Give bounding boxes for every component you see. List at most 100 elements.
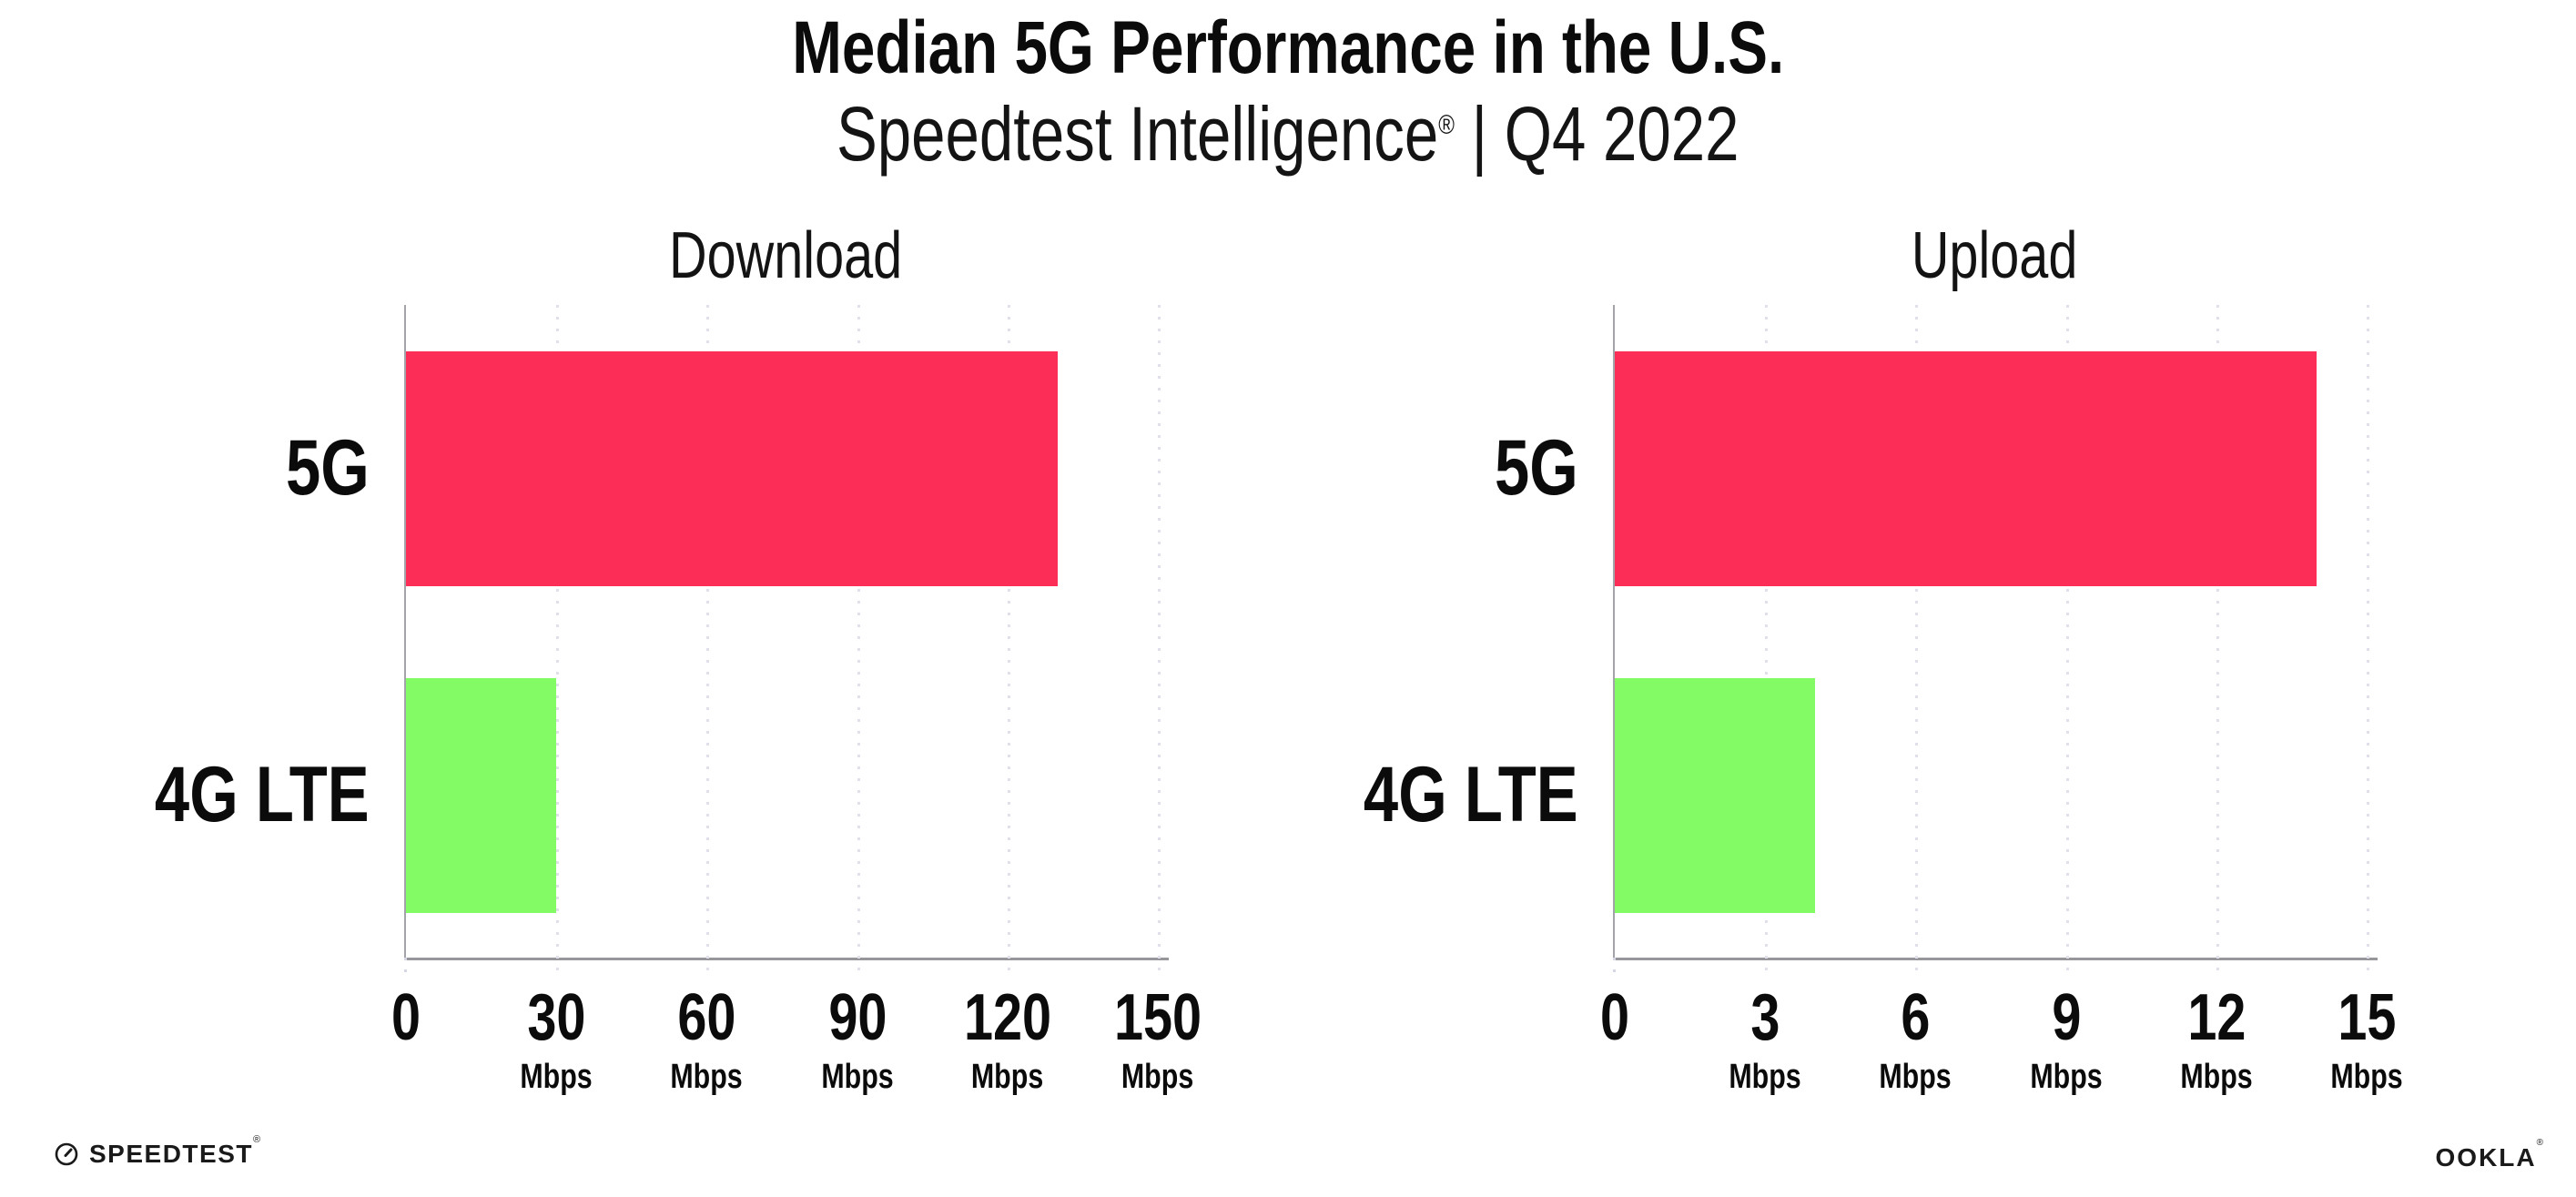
gridline-download-150 (1158, 305, 1161, 978)
category-label-4g-lte-upload: 4G LTE (1187, 756, 1578, 834)
page-title: Median 5G Performance in the U.S. (0, 6, 2576, 89)
xtick-download-120: 120 Mbps (953, 985, 1062, 1094)
xtick-value-text: 0 (390, 981, 421, 1054)
xtick-value: 0 (1597, 985, 1633, 1050)
category-label-text: 4G LTE (155, 751, 370, 838)
xtick-unit: Mbps (511, 1060, 601, 1094)
gridline-upload-9 (2066, 305, 2069, 978)
xtick-value-text: 120 (963, 981, 1052, 1054)
ookla-label: OOKLA (2435, 1143, 2537, 1172)
speedtest-label: SPEEDTEST (89, 1140, 253, 1168)
bar-5g-download (406, 351, 1058, 586)
xtick-unit-text: Mbps (1121, 1058, 1194, 1096)
category-label-text: 5G (286, 424, 370, 512)
xtick-unit-text: Mbps (1879, 1058, 1952, 1096)
category-label-text: 5G (1495, 424, 1578, 512)
xtick-download-30: 30 Mbps (511, 985, 601, 1094)
speedtest-registered-icon: ® (252, 1134, 262, 1145)
xtick-unit: Mbps (1870, 1060, 1960, 1094)
plot-area-upload: 5G 4G LTE 0 3 Mbps 6 Mbps 9 Mbps 12 Mbps 15 Mbps (1364, 305, 2403, 1094)
subtitle-brand: Speedtest Intelligence (837, 91, 1439, 177)
xtick-value: 9 (2021, 985, 2111, 1050)
page-subtitle-text: Speedtest Intelligence® | Q4 2022 (837, 94, 1739, 174)
page-subtitle: Speedtest Intelligence® | Q4 2022 (0, 94, 2576, 174)
gridline-upload-15 (2367, 305, 2369, 978)
category-label-5g-upload: 5G (1187, 429, 1578, 507)
axis-tick-download-0 (404, 958, 407, 978)
gridline-download-60 (706, 305, 709, 978)
gridline-upload-6 (1915, 305, 1918, 978)
xtick-value: 3 (1719, 985, 1810, 1050)
xtick-value-text: 9 (2051, 981, 2082, 1054)
category-label-5g-download: 5G (0, 429, 370, 507)
xtick-upload-6: 6 Mbps (1870, 985, 1960, 1094)
category-label-4g-lte-download: 4G LTE (0, 756, 370, 834)
xtick-unit-text: Mbps (2030, 1058, 2103, 1096)
chart-title-download: Download (404, 223, 1167, 289)
gridline-upload-3 (1765, 305, 1768, 978)
gridline-upload-12 (2216, 305, 2219, 978)
xtick-value-text: 30 (526, 981, 586, 1054)
xtick-unit-text: Mbps (520, 1058, 593, 1096)
bar-4g-lte-upload (1615, 678, 1815, 913)
xtick-value: 15 (2321, 985, 2411, 1050)
plot-area-download: 5G 4G LTE 0 30 Mbps 60 Mbps 90 Mbps 120 Mbps 150 Mbp… (155, 305, 1202, 1094)
xtick-download-60: 60 Mbps (661, 985, 751, 1094)
ookla-logo: OOKLA® (2435, 1138, 2545, 1172)
registered-mark-icon: ® (1438, 110, 1455, 140)
xtick-upload-3: 3 Mbps (1719, 985, 1810, 1094)
xtick-value-text: 6 (1900, 981, 1931, 1054)
xtick-unit: Mbps (2321, 1060, 2411, 1094)
bar-4g-lte-download (406, 678, 556, 913)
xtick-value: 12 (2171, 985, 2261, 1050)
chart-title-text: Upload (1911, 219, 2078, 292)
xtick-download-0: 0 (388, 985, 424, 1050)
xtick-value: 90 (812, 985, 902, 1050)
page-title-text: Median 5G Performance in the U.S. (792, 6, 1784, 89)
xtick-upload-15: 15 Mbps (2321, 985, 2411, 1094)
xtick-download-90: 90 Mbps (812, 985, 902, 1094)
chart-title-text: Download (668, 219, 903, 292)
xtick-unit-text: Mbps (2180, 1058, 2253, 1096)
category-label-text: 4G LTE (1364, 751, 1578, 838)
xtick-unit: Mbps (1103, 1060, 1212, 1094)
xtick-unit-text: Mbps (2330, 1058, 2403, 1096)
xtick-value-text: 150 (1113, 981, 1202, 1054)
xtick-value: 120 (953, 985, 1062, 1050)
xtick-unit-text: Mbps (1729, 1058, 1801, 1096)
xtick-unit: Mbps (2171, 1060, 2261, 1094)
bar-5g-upload (1615, 351, 2317, 586)
xtick-value: 60 (661, 985, 751, 1050)
subtitle-period: | Q4 2022 (1455, 91, 1739, 177)
chart-title-upload: Upload (1613, 223, 2376, 289)
speedtest-logo: SPEEDTEST® (55, 1134, 262, 1169)
gridline-download-120 (1008, 305, 1010, 978)
xtick-unit: Mbps (1719, 1060, 1810, 1094)
xtick-unit: Mbps (812, 1060, 902, 1094)
xtick-value: 6 (1870, 985, 1960, 1050)
xtick-value-text: 15 (2337, 981, 2397, 1054)
axis-tick-upload-0 (1613, 958, 1616, 978)
xtick-unit-text: Mbps (821, 1058, 894, 1096)
speedtest-gauge-icon (55, 1142, 78, 1166)
xtick-value: 150 (1103, 985, 1212, 1050)
xtick-unit-text: Mbps (670, 1058, 743, 1096)
xtick-unit: Mbps (661, 1060, 751, 1094)
xtick-upload-0: 0 (1597, 985, 1633, 1050)
gridline-download-30 (556, 305, 559, 978)
speedtest-wordmark: SPEEDTEST® (89, 1134, 262, 1169)
xtick-value: 0 (388, 985, 424, 1050)
xtick-unit-text: Mbps (971, 1058, 1044, 1096)
xtick-unit: Mbps (953, 1060, 1062, 1094)
xtick-value: 30 (511, 985, 601, 1050)
xtick-value-text: 0 (1599, 981, 1630, 1054)
xtick-value-text: 12 (2186, 981, 2246, 1054)
xtick-unit: Mbps (2021, 1060, 2111, 1094)
xtick-download-150: 150 Mbps (1103, 985, 1212, 1094)
gridline-download-90 (857, 305, 860, 978)
xtick-value-text: 3 (1749, 981, 1780, 1054)
xtick-value-text: 90 (827, 981, 887, 1054)
ookla-registered-icon: ® (2536, 1138, 2545, 1148)
xtick-upload-12: 12 Mbps (2171, 985, 2261, 1094)
